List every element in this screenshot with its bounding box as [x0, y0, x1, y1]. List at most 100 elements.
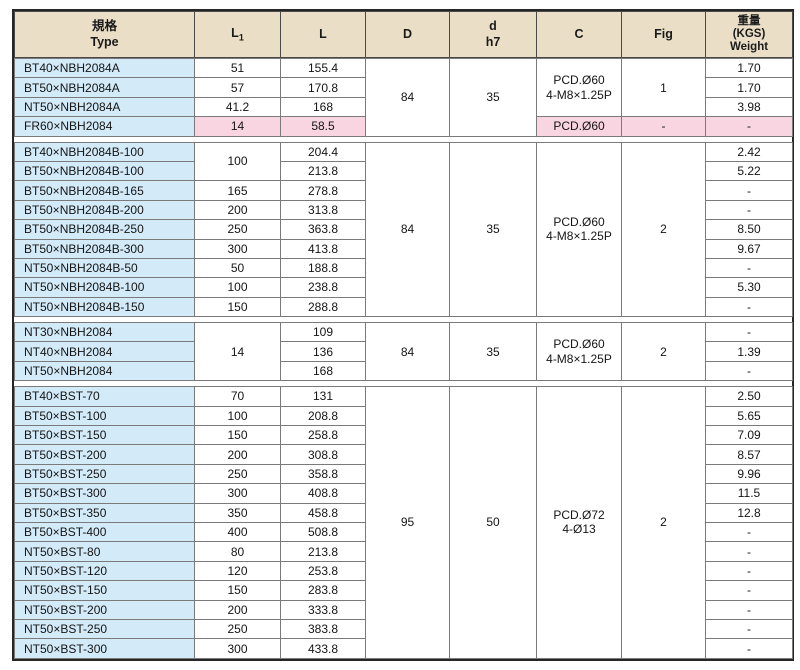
group-table-4: BT40×BST-70 70 131 95 50 PCD.Ø72 4-Ø13 2 2.50 BT… — [14, 386, 793, 659]
cell-d: 95 — [365, 386, 450, 659]
cell-l1: 200 — [194, 199, 281, 221]
cell-type: BT50×BST-250 — [14, 463, 195, 485]
cell-weight: - — [705, 199, 793, 221]
cell-l: 253.8 — [280, 560, 366, 582]
cell-fig: 1 — [621, 57, 706, 118]
cell-weight: 7.09 — [705, 425, 793, 446]
cell-type: NT50×NBH2084B-100 — [14, 277, 195, 298]
cell-type: NT30×NBH2084 — [14, 322, 195, 343]
table-row: BT40×NBH2084A 51 155.4 84 35 PCD.Ø60 4-M8×1.2… — [14, 57, 793, 137]
table-row: NT50×BST-120 120 253.8 - — [14, 560, 793, 582]
cell-type: FR60×NBH2084 — [14, 116, 195, 137]
cell-l: 333.8 — [280, 599, 366, 620]
col-header-type-zh: 規格 — [91, 18, 117, 33]
table-row: BT50×NBH2084B-100 213.8 5.22 — [14, 160, 793, 182]
cell-l: 308.8 — [280, 444, 366, 465]
table-row: NT50×NBH2084B-150 150 288.8 - — [14, 296, 793, 318]
table-row: BT40×NBH2084B-100 100 204.4 84 35 PCD.Ø60 4-M… — [14, 141, 793, 318]
col-header-c: C — [536, 11, 622, 58]
group-table-3: NT30×NBH2084 14 109 84 35 PCD.Ø60 4-M8×1.25P 2… — [14, 322, 793, 382]
group-table-2: BT40×NBH2084B-100 100 204.4 84 35 PCD.Ø60 4-M… — [14, 141, 793, 318]
cell-d-h7: 35 — [449, 141, 537, 318]
col-header-type: 規格 Type — [14, 11, 195, 58]
table-row: BT50×NBH2084B-250 250 363.8 8.50 — [14, 219, 793, 240]
cell-l1: 51 — [194, 57, 281, 79]
cell-weight: - — [705, 618, 793, 640]
table-row: BT50×NBH2084A 57 170.8 1.70 — [14, 77, 793, 98]
col-header-weight: 重量 (KGS) Weight — [705, 11, 793, 58]
table-row: BT50×NBH2084B-165 165 278.8 - — [14, 180, 793, 201]
group-table-1: BT40×NBH2084A 51 155.4 84 35 PCD.Ø60 4-M8×1.2… — [14, 57, 793, 137]
col-header-weight-kgs: (KGS) — [732, 27, 766, 40]
cell-fig: 2 — [621, 386, 706, 659]
cell-l: 358.8 — [280, 463, 366, 485]
cell-l: 208.8 — [280, 405, 366, 427]
cell-type: BT40×BST-70 — [14, 386, 195, 407]
cell-weight: - — [705, 560, 793, 582]
cell-type: NT50×BST-300 — [14, 638, 195, 659]
cell-l: 238.8 — [280, 277, 366, 298]
cell-weight: - — [705, 599, 793, 620]
cell-l: 458.8 — [280, 502, 366, 523]
cell-weight: 3.98 — [705, 96, 793, 118]
cell-type: BT50×NBH2084B-250 — [14, 219, 195, 240]
header-table: 規格 Type L1 L D d h7 C Fig 重量 (KGS) — [14, 11, 793, 58]
cell-fig: 2 — [621, 141, 706, 318]
cell-type: NT50×NBH2084B-50 — [14, 257, 195, 279]
cell-weight: - — [705, 521, 793, 543]
cell-l1: 120 — [194, 560, 281, 582]
cell-l1: 100 — [194, 141, 281, 182]
cell-weight: 1.70 — [705, 57, 793, 79]
cell-l1: 300 — [194, 638, 281, 659]
cell-type: NT50×BST-120 — [14, 560, 195, 582]
cell-l1: 200 — [194, 444, 281, 465]
table-row: BT40×BST-70 70 131 95 50 PCD.Ø72 4-Ø13 2 2.50 — [14, 386, 793, 659]
cell-d: 84 — [365, 141, 450, 318]
cell-weight: 1.70 — [705, 77, 793, 98]
cell-c: PCD.Ø60 4-M8×1.25P — [536, 57, 622, 118]
cell-l: 288.8 — [280, 296, 366, 318]
cell-type: BT50×BST-400 — [14, 521, 195, 543]
col-header-weight-en: Weight — [729, 41, 769, 54]
cell-type: BT40×NBH2084B-100 — [14, 141, 195, 162]
cell-weight: 9.67 — [705, 238, 793, 259]
cell-type: NT50×NBH2084B-150 — [14, 296, 195, 318]
cell-type: BT50×NBH2084B-165 — [14, 180, 195, 201]
cell-l: 109 — [280, 322, 366, 343]
cell-l1: 150 — [194, 580, 281, 601]
cell-weight: 2.50 — [705, 386, 793, 407]
cell-l: 258.8 — [280, 425, 366, 446]
cell-type: NT50×NBH2084A — [14, 96, 195, 118]
cell-l1: 250 — [194, 618, 281, 640]
cell-l: 383.8 — [280, 618, 366, 640]
col-header-d-small: d — [489, 18, 497, 33]
cell-l: 363.8 — [280, 219, 366, 240]
cell-weight: 11.5 — [705, 483, 793, 504]
cell-l1: 80 — [194, 541, 281, 562]
col-header-l1: L1 — [194, 11, 281, 58]
spec-table: 規格 Type L1 L D d h7 C Fig 重量 (KGS) — [12, 9, 794, 661]
header-row: 規格 Type L1 L D d h7 C Fig 重量 (KGS) — [14, 11, 793, 58]
cell-weight: 5.65 — [705, 405, 793, 427]
cell-weight: 1.39 — [705, 341, 793, 362]
col-header-d-tol: h7 — [485, 34, 501, 49]
cell-l1: 41.2 — [194, 96, 281, 118]
cell-type: NT50×BST-150 — [14, 580, 195, 601]
cell-c: PCD.Ø60 — [536, 116, 622, 137]
table-row: BT50×BST-150 150 258.8 7.09 — [14, 425, 793, 446]
table-row: NT50×NBH2084B-50 50 188.8 - — [14, 257, 793, 279]
cell-l1: 300 — [194, 483, 281, 504]
cell-type: BT50×BST-100 — [14, 405, 195, 427]
table-row: NT50×BST-200 200 333.8 - — [14, 599, 793, 620]
cell-l1: 100 — [194, 405, 281, 427]
cell-l1: 150 — [194, 296, 281, 318]
cell-l: 408.8 — [280, 483, 366, 504]
cell-l1: 150 — [194, 425, 281, 446]
cell-type: NT50×BST-200 — [14, 599, 195, 620]
cell-type: BT50×BST-200 — [14, 444, 195, 465]
cell-weight: - — [705, 541, 793, 562]
cell-d-h7: 50 — [449, 386, 537, 659]
cell-type: BT50×NBH2084B-200 — [14, 199, 195, 221]
cell-c: PCD.Ø60 4-M8×1.25P — [536, 141, 622, 318]
cell-l1: 57 — [194, 77, 281, 98]
